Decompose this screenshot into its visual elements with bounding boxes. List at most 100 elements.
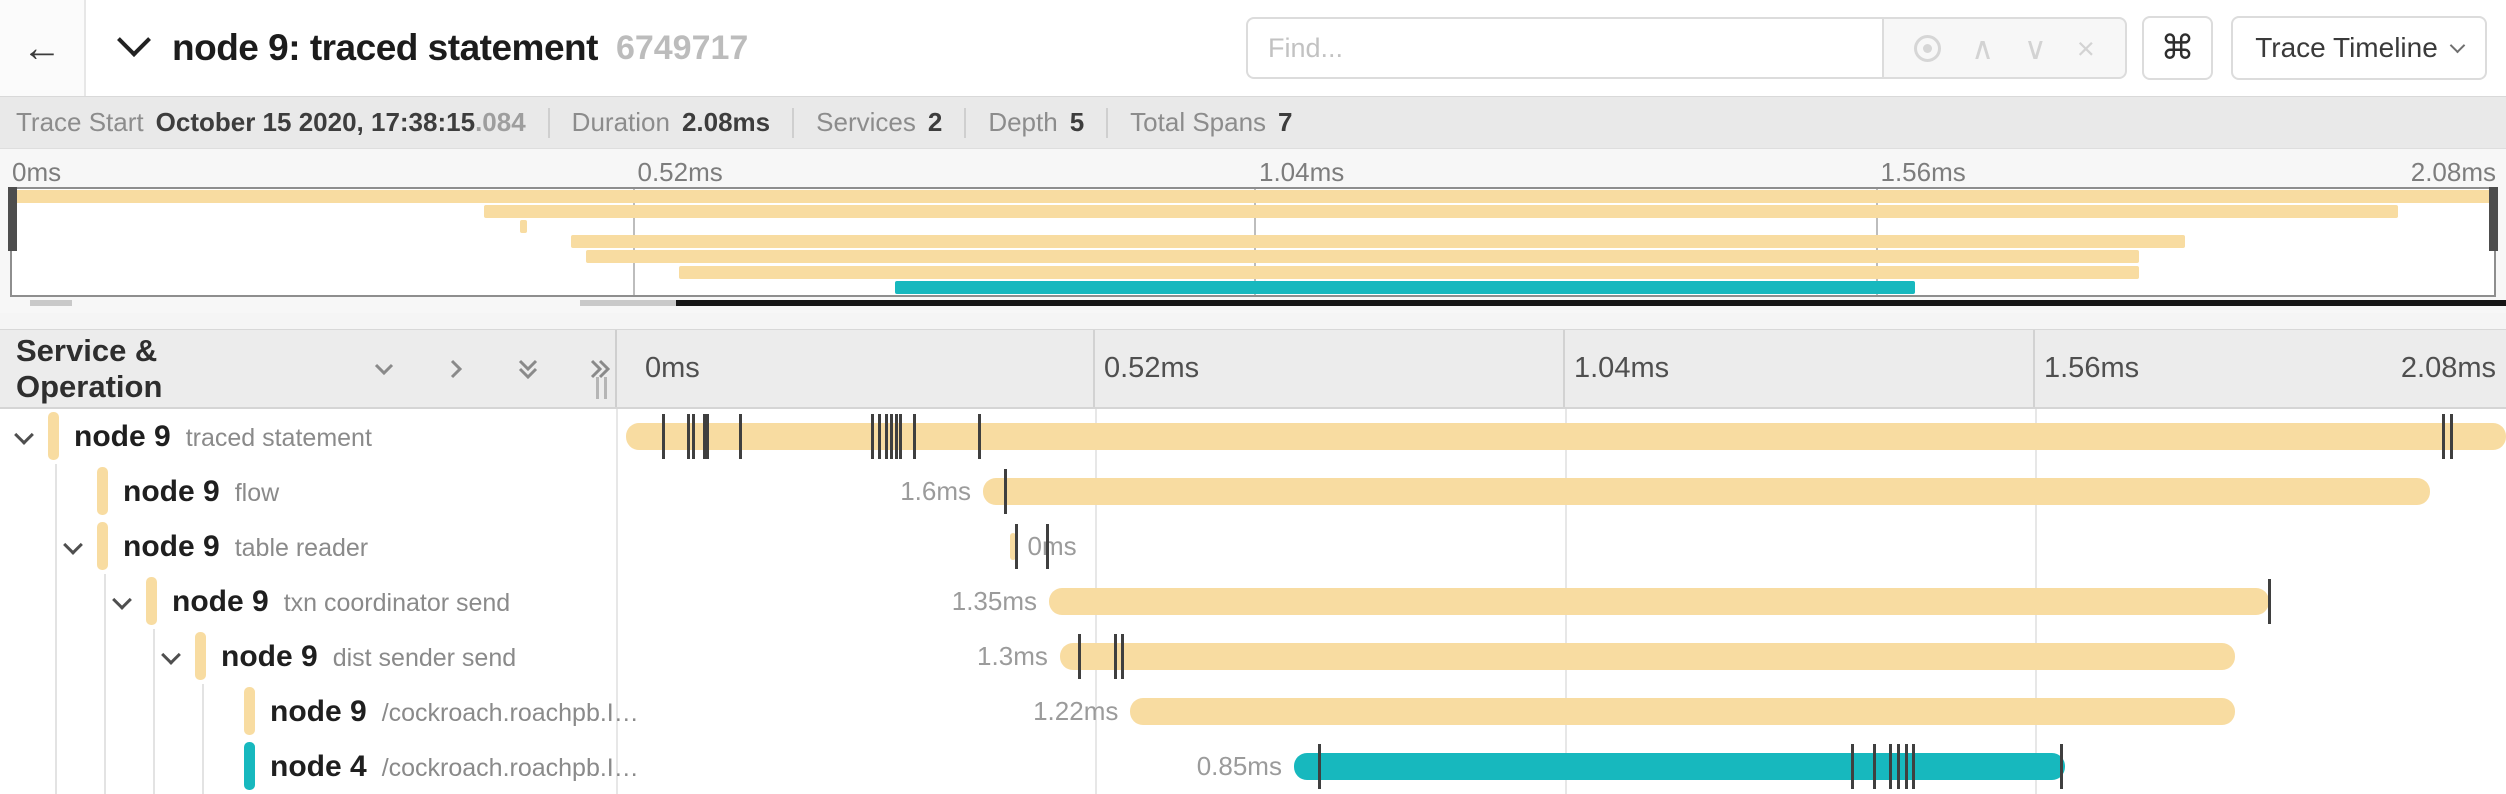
log-marker[interactable] xyxy=(687,414,691,459)
span-row[interactable]: node 9 txn coordinator send 1.35ms xyxy=(0,574,2506,629)
service-color-bar xyxy=(48,412,59,460)
span-row[interactable]: node 9 table reader 0ms xyxy=(0,519,2506,574)
minimap-canvas[interactable] xyxy=(8,187,2498,297)
log-marker[interactable] xyxy=(1003,469,1007,514)
span-collapse-chevron-down-icon[interactable] xyxy=(63,535,83,555)
span-duration-bar[interactable] xyxy=(1130,698,2235,725)
span-duration-bar[interactable] xyxy=(1010,533,1017,560)
log-marker[interactable] xyxy=(2441,414,2445,459)
minimap-scroll-track[interactable] xyxy=(0,300,2506,307)
log-marker[interactable] xyxy=(895,414,899,459)
span-collapse-chevron-down-icon[interactable] xyxy=(112,590,132,610)
expand-all-double-chevron-right-icon[interactable] xyxy=(585,354,615,384)
span-name[interactable]: node 9 traced statement xyxy=(74,409,372,466)
log-marker[interactable] xyxy=(662,414,666,459)
span-name[interactable]: node 4/cockroach.roachpb.I… xyxy=(270,739,639,794)
log-marker[interactable] xyxy=(2060,744,2064,789)
span-duration-bar[interactable] xyxy=(1293,753,2065,780)
find-next-chevron-down-icon[interactable]: ∨ xyxy=(2023,30,2047,66)
find-input[interactable] xyxy=(1246,17,1882,79)
log-marker[interactable] xyxy=(738,414,742,459)
span-name[interactable]: node 9 txn coordinator send xyxy=(172,574,510,631)
service-name: node 9 xyxy=(123,475,220,508)
minimap-right-scrubber[interactable] xyxy=(2489,187,2498,251)
span-name[interactable]: node 9 dist sender send xyxy=(221,629,516,686)
collapse-controls xyxy=(369,354,615,384)
log-marker[interactable] xyxy=(702,414,706,459)
find-target-icon[interactable] xyxy=(1914,34,1942,62)
expand-one-chevron-right-icon[interactable] xyxy=(441,354,471,384)
span-row[interactable]: node 9 dist sender send 1.3ms xyxy=(0,629,2506,684)
indent-guide xyxy=(55,684,57,739)
total-spans-item: Total Spans 7 xyxy=(1130,107,1292,138)
log-marker[interactable] xyxy=(706,414,710,459)
span-row[interactable]: node 9 flow 1.6ms xyxy=(0,464,2506,519)
log-marker[interactable] xyxy=(1904,744,1908,789)
log-marker[interactable] xyxy=(1318,744,1322,789)
indent-guide xyxy=(55,739,57,794)
panel-boundary-line xyxy=(616,409,618,794)
collapse-header-chevron-down-icon[interactable] xyxy=(117,23,151,57)
log-marker[interactable] xyxy=(878,414,882,459)
log-marker[interactable] xyxy=(1121,634,1125,679)
minimap-time-axis: 0ms 0.52ms 1.04ms 1.56ms 2.08ms xyxy=(0,149,2506,187)
log-marker[interactable] xyxy=(1850,744,1854,789)
span-duration-bar[interactable] xyxy=(983,478,2431,505)
minimap-span-bar xyxy=(484,205,2398,219)
indent-guide xyxy=(153,684,155,739)
span-duration-bar[interactable] xyxy=(1059,643,2235,670)
span-row[interactable]: node 9 traced statement xyxy=(0,409,2506,464)
log-marker[interactable] xyxy=(1873,744,1877,789)
log-marker[interactable] xyxy=(2268,579,2272,624)
indent-guide xyxy=(104,739,106,794)
span-collapse-chevron-down-icon[interactable] xyxy=(14,425,34,445)
span-rows: node 9 traced statement node 9 flow 1.6ms nod… xyxy=(0,409,2506,794)
log-marker[interactable] xyxy=(1046,524,1050,569)
span-duration-label: 0.85ms xyxy=(1196,751,1282,781)
minimap-span-bar xyxy=(895,280,1915,294)
span-row[interactable]: node 4/cockroach.roachpb.I… 0.85ms xyxy=(0,739,2506,794)
back-button[interactable]: ← xyxy=(0,0,86,96)
span-collapse-chevron-down-icon[interactable] xyxy=(161,645,181,665)
service-name: node 9 xyxy=(172,585,269,618)
span-name[interactable]: node 9/cockroach.roachpb.I… xyxy=(270,684,639,741)
service-color-bar xyxy=(244,687,255,735)
operation-name: dist sender send xyxy=(332,644,517,672)
log-marker[interactable] xyxy=(870,414,874,459)
log-marker[interactable] xyxy=(977,414,981,459)
log-marker[interactable] xyxy=(1896,744,1900,789)
timeline-header: Service & Operation 0ms 0.52ms 1.04ms 1.56m… xyxy=(0,329,2506,409)
log-marker[interactable] xyxy=(898,414,902,459)
timeline-axis-tick-label: 1.56ms xyxy=(2044,352,2140,384)
depth-label: Depth xyxy=(988,107,1058,137)
total-spans-label: Total Spans xyxy=(1130,107,1267,137)
find-prev-chevron-up-icon[interactable]: ∧ xyxy=(1971,30,1994,66)
panel-resize-grip[interactable] xyxy=(596,377,607,399)
minimap-left-scrubber[interactable] xyxy=(8,187,17,251)
span-row[interactable]: node 9/cockroach.roachpb.I… 1.22ms xyxy=(0,684,2506,739)
log-marker[interactable] xyxy=(1015,524,1019,569)
log-marker[interactable] xyxy=(1889,744,1893,789)
log-marker[interactable] xyxy=(913,414,917,459)
collapse-all-double-chevron-down-icon[interactable] xyxy=(513,354,543,384)
trace-view-selector[interactable]: Trace Timeline xyxy=(2231,16,2487,80)
span-duration-bar[interactable] xyxy=(1049,588,2270,615)
indent-guide xyxy=(55,519,57,574)
log-marker[interactable] xyxy=(2449,414,2453,459)
log-marker[interactable] xyxy=(691,414,695,459)
log-marker[interactable] xyxy=(1077,634,1081,679)
log-marker[interactable] xyxy=(889,414,893,459)
span-duration-bar[interactable] xyxy=(626,423,2506,450)
log-marker[interactable] xyxy=(1912,744,1916,789)
chevron-down-icon xyxy=(2449,37,2466,53)
log-marker[interactable] xyxy=(885,414,889,459)
find-clear-close-icon[interactable]: × xyxy=(2076,30,2095,66)
keyboard-shortcuts-button[interactable]: ⌘ xyxy=(2142,16,2213,80)
indent-guide xyxy=(153,739,155,794)
collapse-one-chevron-down-icon[interactable] xyxy=(369,354,399,384)
find-group: ∧ ∨ × xyxy=(1246,17,2127,79)
service-name: node 9 xyxy=(74,420,171,453)
span-name[interactable]: node 9 table reader xyxy=(123,519,368,576)
span-name[interactable]: node 9 flow xyxy=(123,464,279,521)
log-marker[interactable] xyxy=(1113,634,1117,679)
